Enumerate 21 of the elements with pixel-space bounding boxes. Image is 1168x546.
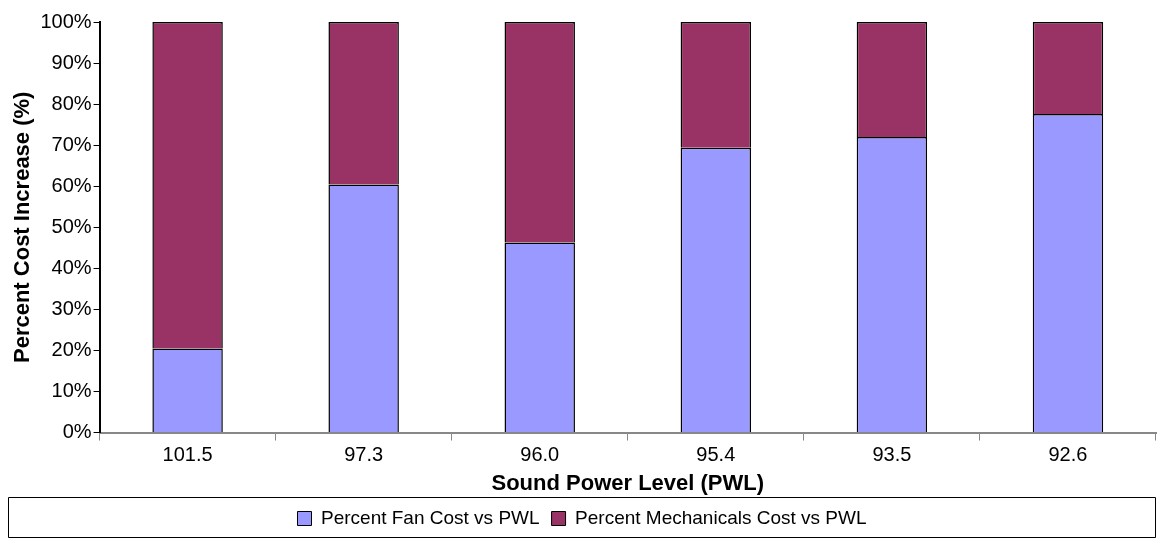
y-tick-label: 100% xyxy=(40,9,92,32)
legend-label: Percent Fan Cost vs PWL xyxy=(320,506,540,528)
x-tick-label: 95.4 xyxy=(696,443,736,466)
legend-label: Percent Mechanicals Cost vs PWL xyxy=(575,506,867,528)
y-tick-label: 50% xyxy=(51,214,92,237)
y-tick-label: 90% xyxy=(51,50,92,73)
x-tick-label: 93.5 xyxy=(872,443,912,466)
y-tick-label: 60% xyxy=(51,173,92,196)
x-tick-label: 96.0 xyxy=(520,443,560,466)
y-tick-label: 0% xyxy=(62,420,92,443)
x-tick-label: 101.5 xyxy=(162,443,213,466)
y-tick-label: 20% xyxy=(51,338,92,360)
y-tick-label: 10% xyxy=(51,379,92,402)
x-tick-label: 92.6 xyxy=(1048,443,1088,466)
y-tick-label: 30% xyxy=(51,296,92,319)
y-tick-label: 40% xyxy=(51,255,92,278)
y-axis-title: Percent Cost Increase (%) xyxy=(9,91,35,364)
y-tick-label: 70% xyxy=(51,132,92,155)
y-tick-label: 80% xyxy=(51,91,92,114)
x-tick-label: 97.3 xyxy=(344,443,384,466)
x-axis-title: Sound Power Level (PWL) xyxy=(491,469,765,495)
